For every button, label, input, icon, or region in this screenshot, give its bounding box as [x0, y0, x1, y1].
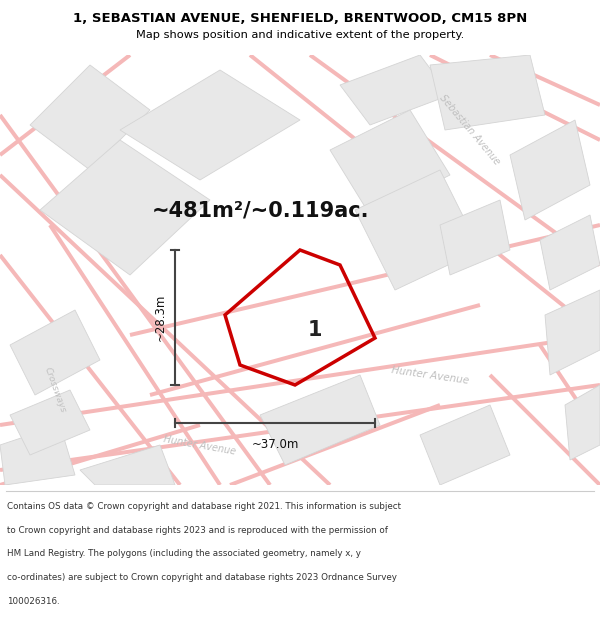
Text: 100026316.: 100026316.: [7, 597, 60, 606]
Text: Sebastian Avenue: Sebastian Avenue: [438, 93, 502, 167]
Text: Map shows position and indicative extent of the property.: Map shows position and indicative extent…: [136, 29, 464, 39]
Text: ~37.0m: ~37.0m: [251, 438, 299, 451]
Polygon shape: [420, 405, 510, 485]
Polygon shape: [49, 224, 221, 486]
Polygon shape: [0, 423, 200, 487]
Polygon shape: [249, 54, 600, 336]
Polygon shape: [0, 254, 182, 486]
Polygon shape: [0, 53, 131, 157]
Polygon shape: [40, 140, 210, 275]
Polygon shape: [0, 333, 600, 427]
Polygon shape: [540, 215, 600, 290]
Polygon shape: [355, 170, 480, 290]
Polygon shape: [0, 174, 331, 486]
Text: Hunter Avenue: Hunter Avenue: [163, 434, 237, 456]
Polygon shape: [430, 55, 545, 130]
Polygon shape: [149, 303, 481, 397]
Polygon shape: [0, 383, 600, 472]
Polygon shape: [565, 385, 600, 460]
Text: 1: 1: [308, 320, 322, 340]
Polygon shape: [80, 445, 175, 485]
Polygon shape: [0, 114, 272, 486]
Text: Contains OS data © Crown copyright and database right 2021. This information is : Contains OS data © Crown copyright and d…: [7, 502, 401, 511]
Polygon shape: [10, 390, 90, 455]
Polygon shape: [538, 344, 600, 436]
Polygon shape: [0, 425, 75, 485]
Polygon shape: [229, 403, 441, 487]
Polygon shape: [330, 110, 450, 215]
Polygon shape: [340, 55, 450, 125]
Text: Crossways: Crossways: [43, 366, 67, 414]
Polygon shape: [260, 375, 380, 465]
Polygon shape: [30, 65, 150, 170]
Polygon shape: [429, 53, 600, 142]
Text: ~28.3m: ~28.3m: [154, 294, 167, 341]
Text: ~481m²/~0.119ac.: ~481m²/~0.119ac.: [151, 200, 369, 220]
Polygon shape: [440, 200, 510, 275]
Text: HM Land Registry. The polygons (including the associated geometry, namely x, y: HM Land Registry. The polygons (includin…: [7, 549, 361, 558]
Text: 1, SEBASTIAN AVENUE, SHENFIELD, BRENTWOOD, CM15 8PN: 1, SEBASTIAN AVENUE, SHENFIELD, BRENTWOO…: [73, 12, 527, 25]
Polygon shape: [489, 53, 600, 107]
Polygon shape: [488, 374, 600, 486]
Text: co-ordinates) are subject to Crown copyright and database rights 2023 Ordnance S: co-ordinates) are subject to Crown copyr…: [7, 573, 397, 582]
Polygon shape: [309, 53, 600, 267]
Text: to Crown copyright and database rights 2023 and is reproduced with the permissio: to Crown copyright and database rights 2…: [7, 526, 388, 534]
Text: Hunter Avenue: Hunter Avenue: [391, 364, 469, 386]
Polygon shape: [510, 120, 590, 220]
Polygon shape: [10, 310, 100, 395]
Polygon shape: [130, 223, 600, 337]
Polygon shape: [120, 70, 300, 180]
Polygon shape: [545, 290, 600, 375]
